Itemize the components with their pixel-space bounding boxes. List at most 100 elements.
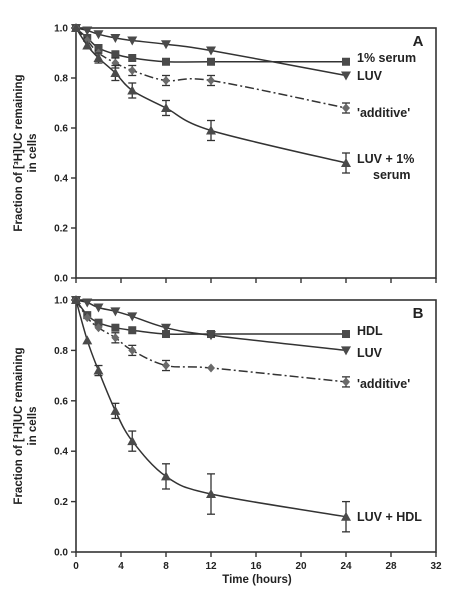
series: 1% serum [72,24,416,66]
series-label: LUV + 1% serum [357,152,414,182]
y-axis-title: Fraction of [³H]UC remaining in cells [13,347,39,504]
data-point [341,158,351,167]
panel-b: 0.0 0.2 0.4 0.6 0.8 1.0 0 4 8 12 16 20 24 28 32 B Fracti… [13,295,442,572]
series-label: LUV [357,346,383,360]
data-point [93,30,104,40]
y-tick-label: 0.4 [54,447,68,458]
series-label-line: HDL [357,324,383,338]
y-tick-label: 1.0 [54,296,68,307]
data-point [128,54,137,62]
series-label-line: LUV + 1% [357,152,414,166]
x-tick-label: 28 [385,561,397,572]
series: LUV + 1% serum [71,23,414,182]
data-point [206,125,216,135]
data-point [93,53,104,62]
series: 'additive' [72,295,410,391]
series-label-line: 1% serum [357,51,416,65]
data-point [82,40,93,50]
data-point [207,57,215,66]
series-label: 1% serum [357,51,416,65]
data-point [342,57,350,66]
x-tick-label: 4 [118,561,124,572]
series: LUV [71,24,383,83]
data-point [341,511,351,521]
data-point [110,307,121,317]
data-point [110,34,121,43]
x-tick-label: 16 [250,561,262,572]
y-axis-title-line: in cells [27,407,39,446]
y-tick-label: 0.0 [54,548,68,559]
data-point [111,50,120,59]
data-point [127,85,138,95]
data-point [127,312,138,322]
data-point [127,36,138,46]
data-point [206,489,216,499]
series: HDL [72,296,383,339]
panel-a: 0.0 0.2 0.4 0.6 0.8 1.0 A Fraction of [³H]UC re… [13,23,437,285]
data-point [206,46,216,56]
data-point [161,40,171,50]
data-point [341,71,351,81]
data-point [94,323,103,333]
series-label-line: serum [373,168,411,182]
x-tick-label: 32 [430,561,442,572]
data-point [93,303,104,313]
data-point [94,44,103,52]
y-tick-label: 1.0 [54,24,68,35]
data-point [127,436,138,446]
series: LUV + HDL [71,295,422,533]
y-axis-title: Fraction of [³H]UC remaining in cells [13,74,39,231]
series-label: LUV [357,69,383,83]
data-point [341,346,351,356]
series-label-line: LUV [357,346,383,360]
y-axis-title-line: Fraction of [³H]UC remaining [13,74,25,231]
data-point [110,405,121,415]
data-point [82,335,93,345]
y-tick-label: 0.8 [54,74,68,85]
data-point [162,76,170,85]
y-axis-title-line: Fraction of [³H]UC remaining [13,347,25,504]
data-point [71,23,81,32]
x-tick-label: 12 [205,561,217,572]
data-point [93,365,104,375]
x-tick-label: 20 [295,561,307,572]
data-point [94,318,103,327]
x-tick-label: 0 [73,561,79,572]
data-point [342,103,350,113]
data-point [128,326,137,335]
series-label: 'additive' [357,377,410,391]
data-point [206,331,216,341]
series-label-line: LUV + HDL [357,510,422,524]
series-label-line: 'additive' [357,106,410,120]
y-tick-label: 0.2 [54,224,68,235]
x-tick-label: 24 [340,561,352,572]
y-tick-label: 0.0 [54,274,68,285]
series: LUV [71,296,383,360]
x-tick-label: 8 [163,561,169,572]
data-point [110,68,121,77]
data-point [161,103,171,112]
data-point [162,330,170,339]
series-label: LUV + HDL [357,510,422,524]
y-tick-label: 0.2 [54,497,68,508]
series-label-line: LUV [357,69,383,83]
data-point [342,377,350,387]
data-point [161,323,171,333]
data-point [161,471,171,481]
data-point [82,26,93,36]
y-tick-label: 0.6 [54,396,68,407]
data-point [162,361,170,371]
series-label: 'additive' [357,106,410,120]
y-axis-title-line: in cells [27,134,39,173]
y-tick-label: 0.8 [54,346,68,357]
series-label: HDL [357,324,383,338]
data-point [111,323,120,332]
data-point [342,330,350,339]
data-point [128,66,137,75]
series-label-line: 'additive' [357,377,410,391]
panel-letter: A [413,33,424,50]
data-point [111,333,120,343]
y-tick-label: 0.6 [54,124,68,135]
data-point [128,345,137,355]
